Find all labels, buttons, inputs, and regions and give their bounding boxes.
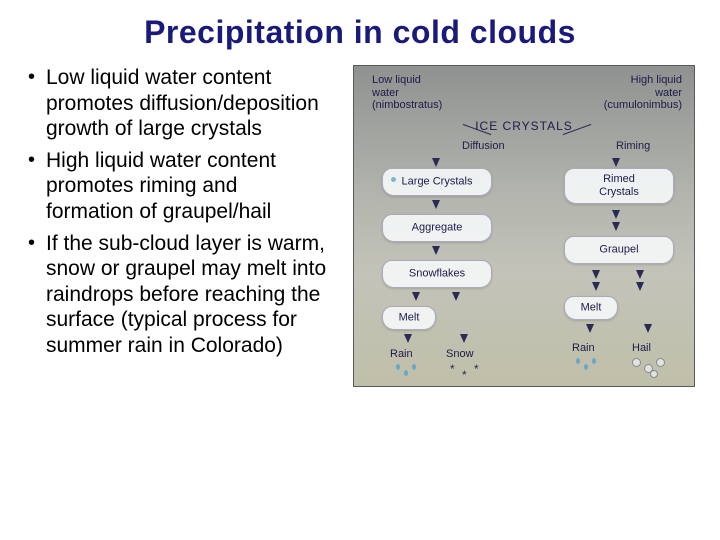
text: Rimed <box>603 173 635 186</box>
text: (nimbostratus) <box>372 99 442 111</box>
arrow-icon <box>592 270 600 279</box>
bullet-column: Low liquid water content promotes diffus… <box>20 65 330 387</box>
arrow-icon <box>404 334 412 343</box>
bullet-item: High liquid water content promotes rimin… <box>24 148 330 225</box>
arrow-icon <box>412 292 420 301</box>
stage-snowflakes: Snowflakes <box>382 260 492 288</box>
outcome-rain-left: Rain <box>390 348 413 361</box>
text: Crystals <box>599 186 639 199</box>
stage-aggregate: Aggregate <box>382 214 492 242</box>
outcome-snow: Snow <box>446 348 474 361</box>
arrow-icon <box>636 282 644 291</box>
rain-icon <box>412 364 416 370</box>
slide-body: Low liquid water content promotes diffus… <box>20 65 700 387</box>
hail-icon <box>650 370 658 378</box>
snow-icon: * <box>474 362 479 376</box>
caption-low-liquid: Low liquid water (nimbostratus) <box>372 74 442 112</box>
stage-melt-left: Melt <box>382 306 436 330</box>
hail-icon <box>632 358 641 367</box>
arrow-icon <box>432 246 440 255</box>
caption-high-liquid: High liquid water (cumulonimbus) <box>604 74 682 112</box>
text: Graupel <box>599 244 638 257</box>
arrow-icon <box>592 282 600 291</box>
stage-graupel: Graupel <box>564 236 674 264</box>
stage-rimed-crystals: Rimed Crystals <box>564 168 674 204</box>
outcome-rain-right: Rain <box>572 342 595 355</box>
arrow-icon <box>612 210 620 219</box>
arrow-icon <box>452 292 460 301</box>
arrow-icon <box>432 158 440 167</box>
bullet-list: Low liquid water content promotes diffus… <box>20 65 330 359</box>
caption-ice-crystals: ICE CRYSTALS <box>475 120 573 134</box>
stage-melt-right: Melt <box>564 296 618 320</box>
figure-column: Low liquid water (nimbostratus) High liq… <box>348 65 700 387</box>
text: water <box>372 87 399 99</box>
slide-title: Precipitation in cold clouds <box>20 14 700 51</box>
arrow-icon <box>460 334 468 343</box>
text: Melt <box>399 312 420 325</box>
label-diffusion: Diffusion <box>462 140 505 153</box>
bullet-item: Low liquid water content promotes diffus… <box>24 65 330 142</box>
text: Snowflakes <box>409 268 465 281</box>
rain-icon <box>584 364 588 370</box>
text: Low liquid <box>372 74 421 86</box>
label-riming: Riming <box>616 140 650 153</box>
text: (cumulonimbus) <box>604 99 682 111</box>
slide: Precipitation in cold clouds Low liquid … <box>0 0 720 540</box>
outcome-hail: Hail <box>632 342 651 355</box>
text: Large Crystals <box>402 176 473 189</box>
crystal-icon <box>391 177 396 182</box>
arrow-icon <box>432 200 440 209</box>
rain-icon <box>404 370 408 376</box>
stage-large-crystals: Large Crystals <box>382 168 492 196</box>
arrow-icon <box>612 222 620 231</box>
arrow-icon <box>612 158 620 167</box>
snow-icon: * <box>450 362 455 376</box>
cold-cloud-diagram: Low liquid water (nimbostratus) High liq… <box>354 66 694 386</box>
arrow-icon <box>636 270 644 279</box>
text: Aggregate <box>412 222 463 235</box>
rain-icon <box>592 358 596 364</box>
hail-icon <box>656 358 665 367</box>
text: Melt <box>581 302 602 315</box>
rain-icon <box>396 364 400 370</box>
arrow-icon <box>644 324 652 333</box>
diagram-frame: Low liquid water (nimbostratus) High liq… <box>353 65 695 387</box>
snow-icon: * <box>462 368 467 382</box>
text: High liquid <box>631 74 682 86</box>
text: water <box>655 87 682 99</box>
rain-icon <box>576 358 580 364</box>
arrow-icon <box>586 324 594 333</box>
bullet-item: If the sub-cloud layer is warm, snow or … <box>24 231 330 359</box>
